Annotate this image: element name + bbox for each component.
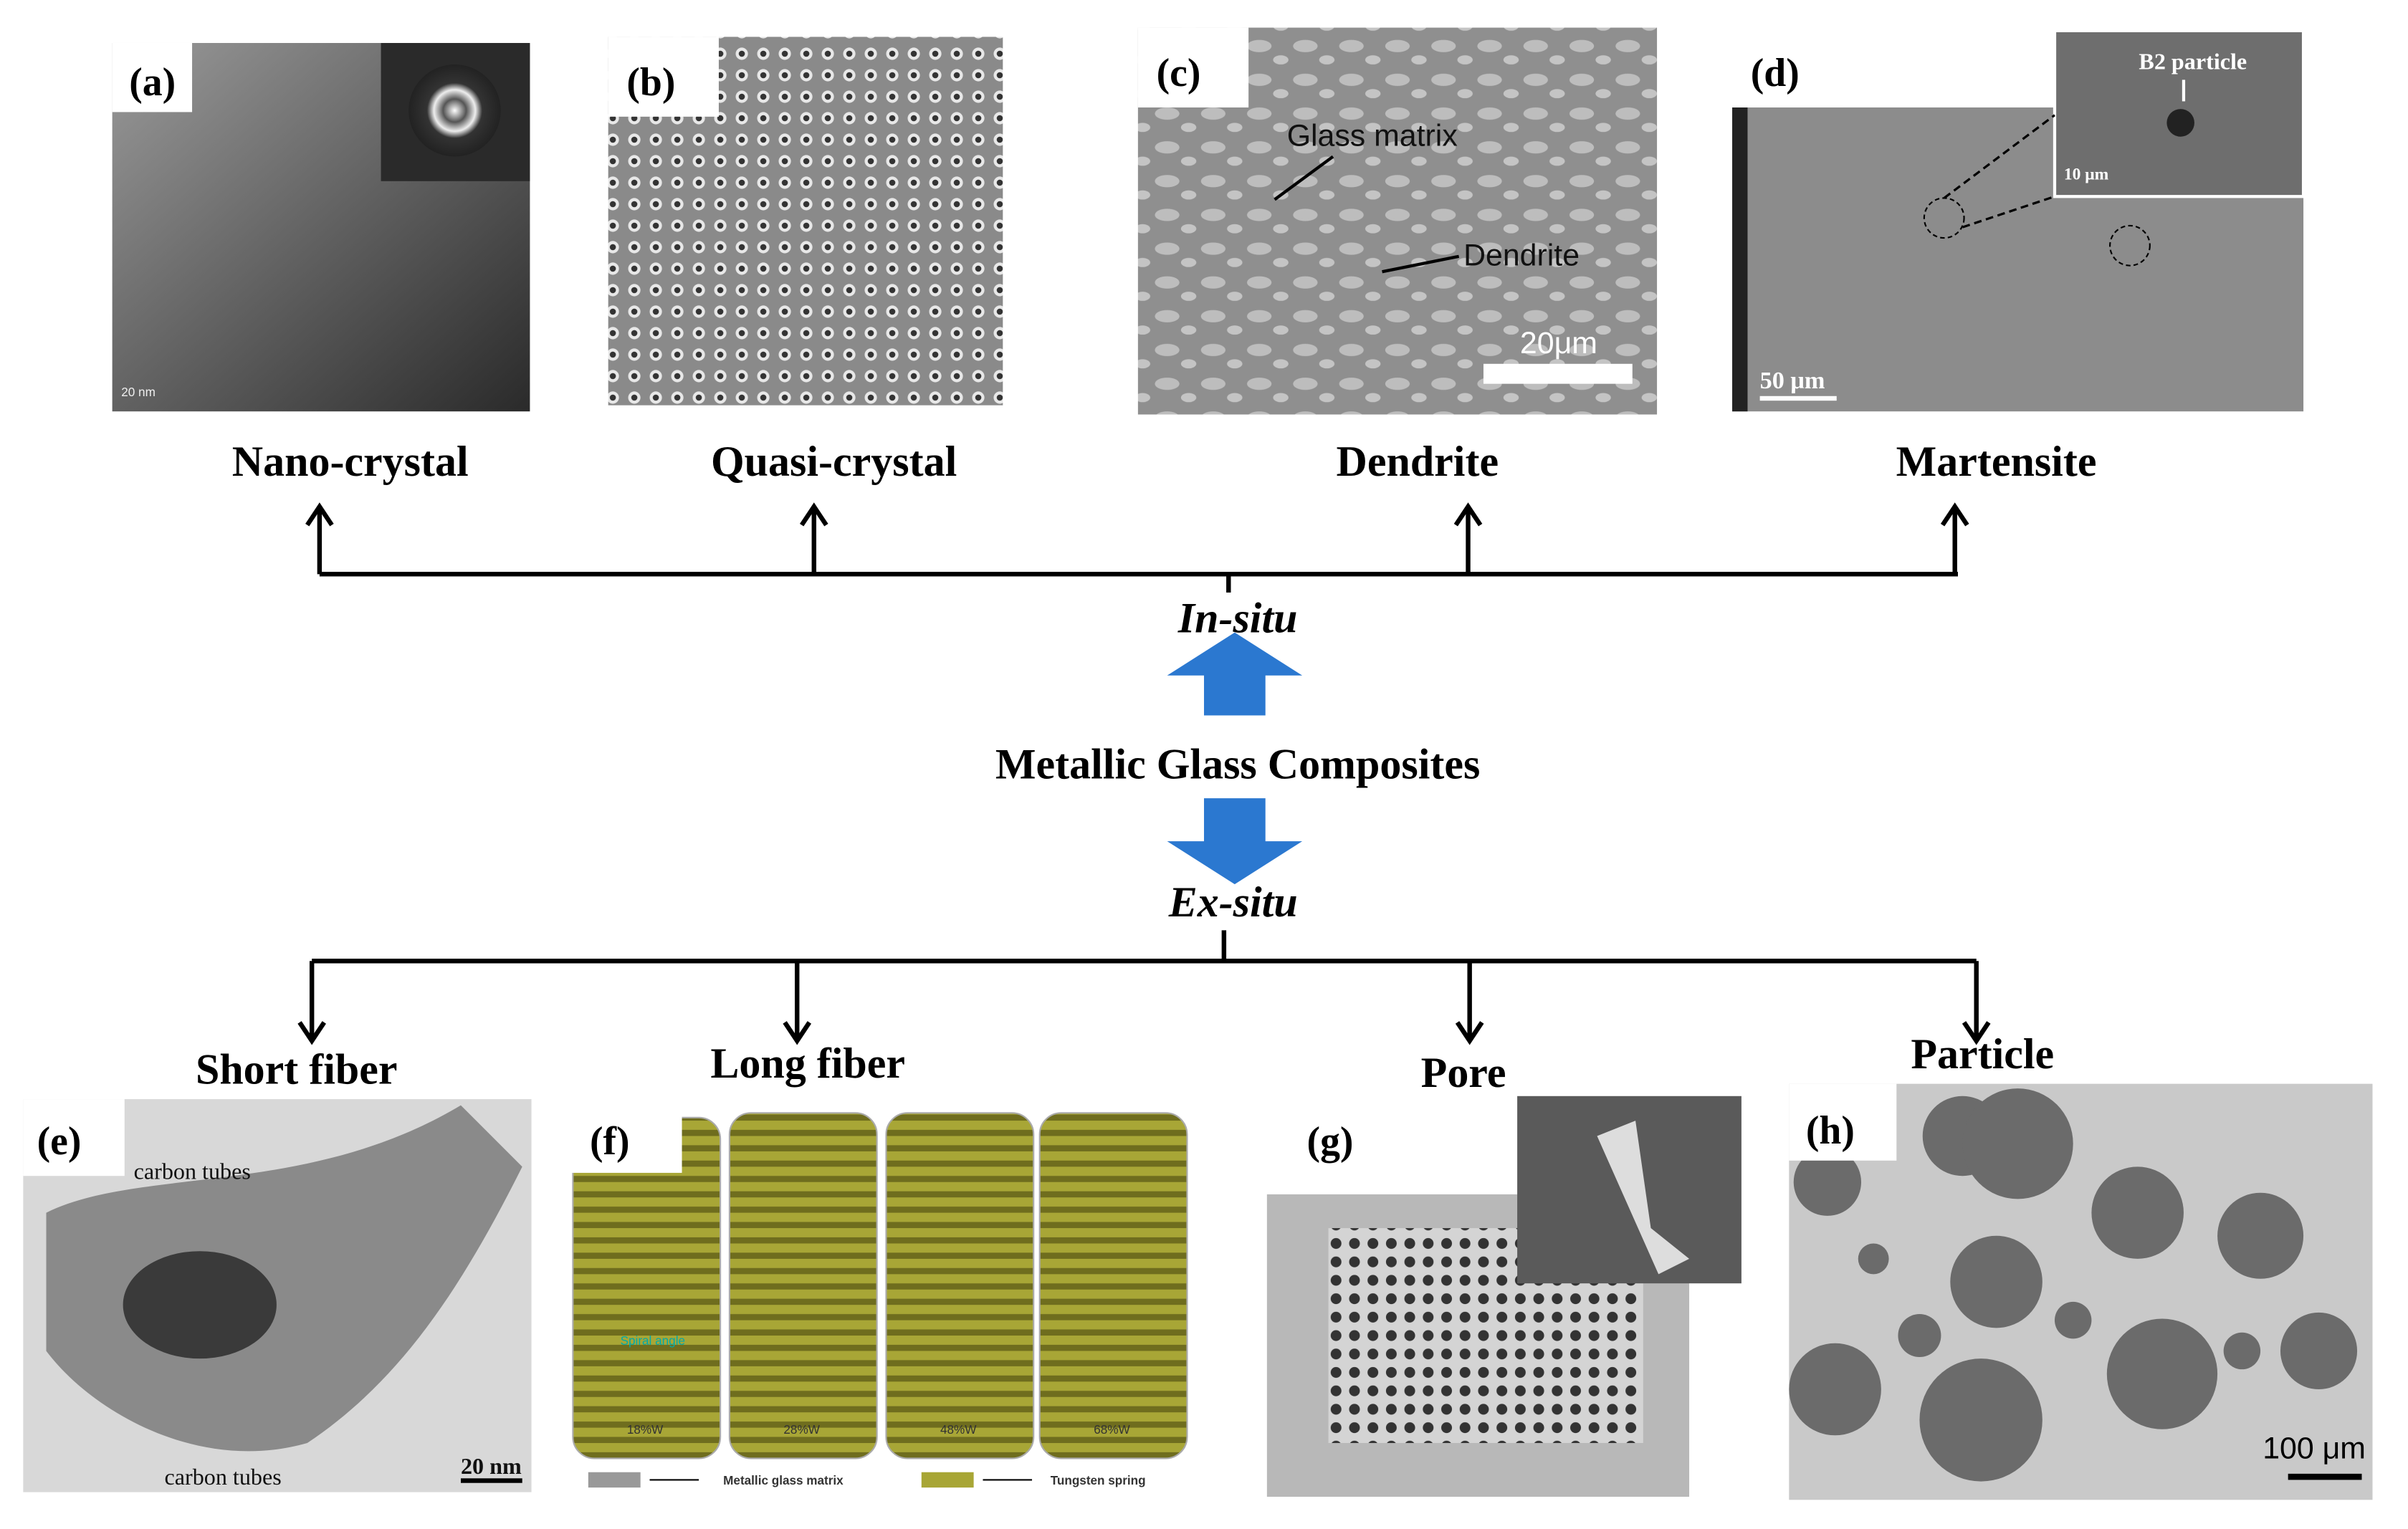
annotation: 68%W (1094, 1422, 1130, 1437)
particle (2223, 1332, 2261, 1370)
particle (2166, 109, 2194, 137)
scale-bar (1483, 363, 1633, 384)
particle (1858, 1243, 1889, 1275)
panel-title: Quasi-crystal (711, 438, 957, 485)
panel-label: (b) (626, 60, 675, 105)
pointer (1382, 254, 1460, 274)
panel-label: (g) (1307, 1119, 1354, 1164)
particle (1789, 1343, 1881, 1436)
scale-bar (460, 1478, 522, 1483)
label-box (1297, 1114, 1408, 1182)
tube-cluster (46, 1105, 522, 1452)
particle (1793, 1148, 1862, 1216)
annotation: 18%W (627, 1422, 664, 1437)
annotation: B2 particle (2139, 48, 2247, 74)
down-arrow (1167, 798, 1303, 885)
particle (2217, 1192, 2304, 1279)
cylinder (728, 1112, 878, 1460)
panel-title: Nano-crystal (232, 438, 469, 485)
particle (2280, 1312, 2358, 1390)
scale: 20 nm (461, 1453, 522, 1479)
panel-title: Long fiber (710, 1040, 905, 1087)
scale: 50 μm (1760, 367, 1825, 394)
zoom-line (1962, 195, 2055, 229)
label-box (1732, 30, 1843, 107)
tree-lines (317, 509, 1959, 593)
ex-situ: Ex-situ (1168, 878, 1298, 926)
panel-label: (e) (37, 1119, 82, 1164)
panel-title: Particle (1911, 1030, 2054, 1078)
particles (1789, 1088, 2358, 1482)
panel-label: (h) (1806, 1108, 1855, 1153)
annotation: carbon tubes (134, 1158, 251, 1184)
label-box (1137, 27, 1249, 107)
particle (2106, 1318, 2218, 1429)
scale: 20μm (1520, 326, 1597, 360)
scale-bar (2288, 1473, 2362, 1480)
panel-label: (c) (1157, 51, 1201, 95)
label-box (568, 1108, 682, 1173)
cylinder (1038, 1112, 1188, 1460)
panel-title: Short fiber (196, 1046, 398, 1093)
zoom-line (1943, 114, 2055, 199)
panel-title: Dendrite (1337, 438, 1499, 485)
annotation: carbon tubes (164, 1464, 281, 1490)
particle (1962, 1088, 2073, 1199)
panel-title: Pore (1421, 1049, 1506, 1096)
particle (2091, 1166, 2184, 1259)
cylinder (885, 1112, 1035, 1460)
up-arrow (1167, 632, 1303, 716)
tree-lines (309, 930, 1979, 1038)
label-box (1789, 1083, 1897, 1161)
dark-region (123, 1251, 277, 1359)
label-box (608, 37, 719, 117)
scale: 100 μm (2263, 1431, 2366, 1465)
legend-swatch (921, 1472, 974, 1488)
annotation: Glass matrix (1287, 119, 1458, 153)
label-box (23, 1099, 125, 1176)
annotation: Dendrite (1463, 239, 1580, 273)
particle (2054, 1301, 2092, 1339)
center-title: Metallic Glass Composites (995, 740, 1480, 787)
panel-label: (d) (1751, 51, 1800, 95)
annotation: 48%W (940, 1422, 977, 1437)
panel-title: Martensite (1896, 438, 2097, 485)
label-box (112, 42, 193, 112)
scale: 10 μm (2064, 166, 2109, 184)
particle (1919, 1358, 2042, 1482)
scale: 20 nm (121, 385, 156, 399)
pointer (1274, 155, 1334, 201)
particle (1898, 1314, 1941, 1358)
in-situ: In-situ (1177, 595, 1298, 642)
legend-text: Tungsten spring (1051, 1473, 1146, 1487)
legend-text: Metallic glass matrix (723, 1473, 844, 1487)
inset-feature (1597, 1121, 1690, 1275)
particle (1950, 1235, 2042, 1328)
annotation: Spiral angle (621, 1333, 685, 1348)
diffraction (408, 64, 501, 157)
scale-bar (1759, 396, 1837, 401)
legend-swatch (588, 1472, 641, 1488)
panel-label: (f) (590, 1119, 630, 1164)
cylinders (572, 1112, 1188, 1460)
panel-label: (a) (129, 60, 176, 105)
arrowheads (297, 1021, 1991, 1045)
annotation: 28%W (783, 1422, 820, 1437)
edge (1732, 107, 1748, 412)
arrowheads (305, 502, 1969, 527)
marker (2109, 224, 2151, 267)
